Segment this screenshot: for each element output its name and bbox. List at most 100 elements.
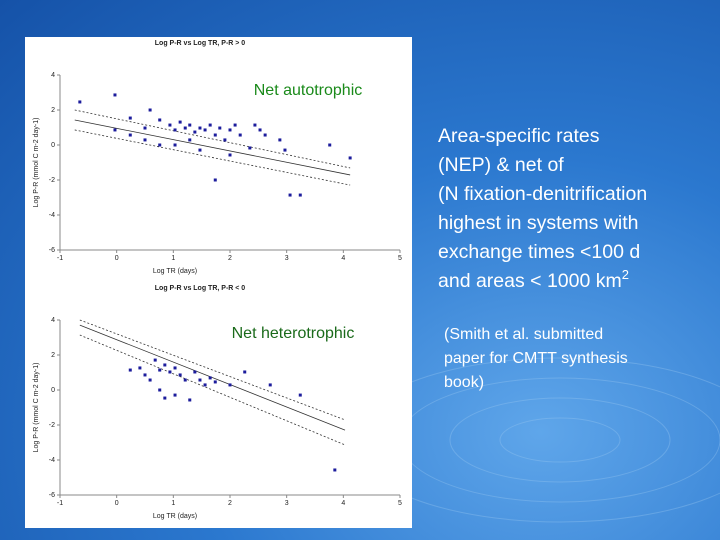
- x-tick-label: 3: [285, 500, 289, 507]
- annotation: Net heterotrophic: [232, 325, 355, 342]
- y-tick-label: -6: [49, 492, 55, 499]
- data-point: [198, 148, 202, 152]
- data-point: [268, 383, 272, 387]
- x-tick-label: 2: [228, 255, 232, 262]
- data-point: [173, 393, 177, 397]
- data-point: [348, 156, 352, 160]
- x-tick-label: -1: [57, 500, 63, 507]
- data-point: [198, 378, 202, 382]
- chart-title: Log P-R vs Log TR, P-R < 0: [155, 285, 246, 292]
- x-tick-label: 4: [341, 500, 345, 507]
- y-tick-label: 4: [51, 72, 55, 79]
- data-point: [188, 138, 192, 142]
- y-tick-label: 4: [51, 317, 55, 324]
- data-point: [178, 373, 182, 377]
- data-point: [298, 193, 302, 197]
- y-tick-label: -2: [49, 422, 55, 429]
- data-point: [188, 398, 192, 402]
- y-tick-label: 0: [51, 142, 55, 149]
- fit-line: [79, 324, 346, 431]
- data-point: [278, 138, 282, 142]
- data-point: [253, 123, 257, 127]
- data-point: [228, 383, 232, 387]
- data-point: [183, 378, 187, 382]
- data-point: [208, 123, 212, 127]
- data-point: [173, 366, 177, 370]
- data-point: [158, 118, 162, 122]
- data-point: [173, 128, 177, 132]
- data-point: [223, 138, 227, 142]
- data-point: [143, 126, 147, 130]
- data-point: [283, 148, 287, 152]
- x-tick-label: 0: [115, 255, 119, 262]
- x-tick-label: -1: [57, 255, 63, 262]
- data-point: [183, 126, 187, 130]
- x-tick-label: 0: [115, 500, 119, 507]
- y-tick-label: 2: [51, 107, 55, 114]
- data-point: [168, 123, 172, 127]
- data-point: [328, 143, 332, 147]
- body-line: exchange times <100 d: [438, 241, 640, 263]
- data-point: [113, 93, 117, 97]
- data-point: [128, 116, 132, 120]
- data-point: [128, 133, 132, 137]
- data-point: [238, 133, 242, 137]
- y-tick-label: 0: [51, 387, 55, 394]
- y-tick-label: 2: [51, 352, 55, 359]
- x-tick-label: 5: [398, 255, 402, 262]
- data-point: [128, 368, 132, 372]
- x-tick-label: 1: [171, 255, 175, 262]
- y-tick-label: -4: [49, 457, 55, 464]
- citation-line: paper for CMTT synthesis: [444, 350, 628, 367]
- data-point: [243, 370, 247, 374]
- y-tick-label: -2: [49, 177, 55, 184]
- data-point: [298, 393, 302, 397]
- data-point: [193, 130, 197, 134]
- body-line: highest in systems with: [438, 212, 639, 234]
- x-tick-label: 1: [171, 500, 175, 507]
- data-point: [143, 373, 147, 377]
- data-point: [263, 133, 267, 137]
- fit-line: [74, 129, 351, 186]
- data-point: [213, 178, 217, 182]
- data-point: [168, 370, 172, 374]
- x-tick-label: 4: [341, 255, 345, 262]
- body-line: (NEP) & net of: [438, 154, 564, 176]
- chart-title: Log P-R vs Log TR, P-R > 0: [155, 40, 246, 47]
- data-point: [218, 126, 222, 130]
- fit-line: [79, 319, 346, 421]
- data-point: [163, 363, 167, 367]
- body-line: (N fixation-denitrification: [438, 183, 647, 205]
- body-line: Area-specific rates: [438, 125, 600, 147]
- data-point: [203, 383, 207, 387]
- data-point: [198, 126, 202, 130]
- data-point: [333, 468, 337, 472]
- data-point: [213, 133, 217, 137]
- y-tick-label: -4: [49, 212, 55, 219]
- y-axis-label: Log P-R (mmol C m-2 day-1): [33, 363, 40, 453]
- body-line: and areas < 1000 km2: [438, 267, 629, 292]
- citation-line: book): [444, 374, 484, 391]
- data-point: [163, 396, 167, 400]
- data-point: [208, 376, 212, 380]
- x-tick-label: 2: [228, 500, 232, 507]
- data-point: [158, 368, 162, 372]
- data-point: [113, 128, 117, 132]
- citation-line: (Smith et al. submitted: [444, 326, 603, 343]
- data-point: [178, 120, 182, 124]
- data-point: [158, 143, 162, 147]
- data-point: [258, 128, 262, 132]
- data-point: [148, 378, 152, 382]
- data-point: [138, 366, 142, 370]
- data-point: [228, 153, 232, 157]
- data-point: [148, 108, 152, 112]
- data-point: [143, 138, 147, 142]
- y-axis-label: Log P-R (mmol C m-2 day-1): [33, 118, 40, 208]
- y-tick-label: -6: [49, 247, 55, 254]
- data-point: [248, 146, 252, 150]
- superscript: 2: [622, 267, 629, 282]
- data-point: [213, 380, 217, 384]
- data-point: [203, 128, 207, 132]
